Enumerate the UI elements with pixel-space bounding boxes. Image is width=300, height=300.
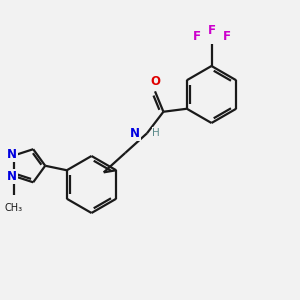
Text: N: N [7,170,17,183]
Text: F: F [193,30,200,44]
Text: CH₃: CH₃ [5,203,23,213]
Text: O: O [150,75,160,88]
Text: F: F [223,30,230,44]
Text: H: H [152,128,160,138]
Text: N: N [130,127,140,140]
Text: N: N [7,148,17,161]
Text: F: F [208,24,215,37]
